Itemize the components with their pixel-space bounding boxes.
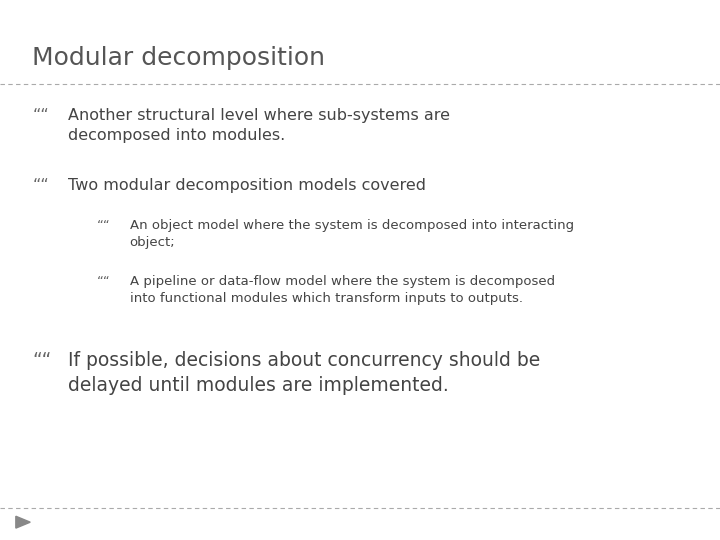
Text: Modular decomposition: Modular decomposition bbox=[32, 46, 325, 70]
Text: Two modular decomposition models covered: Two modular decomposition models covered bbox=[68, 178, 426, 193]
Text: Another structural level where sub-systems are
decomposed into modules.: Another structural level where sub-syste… bbox=[68, 108, 451, 143]
Text: ““: ““ bbox=[32, 178, 49, 193]
Text: ““: ““ bbox=[97, 219, 111, 232]
Text: ““: ““ bbox=[32, 351, 52, 370]
Text: An object model where the system is decomposed into interacting
object;: An object model where the system is deco… bbox=[130, 219, 574, 249]
Text: A pipeline or data-flow model where the system is decomposed
into functional mod: A pipeline or data-flow model where the … bbox=[130, 275, 554, 306]
Text: ““: ““ bbox=[32, 108, 49, 123]
Text: ““: ““ bbox=[97, 275, 111, 288]
Polygon shape bbox=[16, 516, 30, 528]
Text: If possible, decisions about concurrency should be
delayed until modules are imp: If possible, decisions about concurrency… bbox=[68, 351, 541, 395]
